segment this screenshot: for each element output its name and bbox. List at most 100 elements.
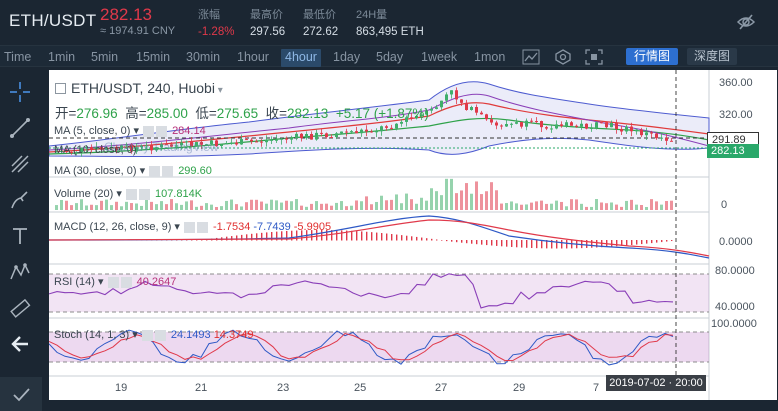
macd-hist-bar [626, 240, 628, 246]
stat-label: 涨幅 [198, 9, 220, 21]
eye-slash-icon[interactable] [736, 12, 756, 32]
crosshair-tool[interactable] [7, 79, 33, 105]
trendline-tool[interactable] [7, 115, 33, 141]
ma10-legend[interactable]: MA (10, close, 0) [54, 144, 137, 156]
volume-bar [290, 201, 293, 210]
macd-hist-bar [401, 235, 403, 241]
text-icon [13, 228, 27, 244]
tf-15min[interactable]: 15min [136, 50, 171, 64]
collapse-icon[interactable] [55, 83, 66, 94]
date-axis-label: 27 [435, 382, 448, 394]
rsi-legend[interactable]: RSI (14) ▾ 40.2647 [54, 276, 177, 288]
arrow-back-icon [11, 336, 28, 352]
ma5-legend[interactable]: MA (5, close, 0) ▾ 284.14 [54, 125, 206, 137]
macd-hist-bar [186, 240, 188, 241]
volume-bar [110, 205, 113, 210]
volume-bar [60, 199, 63, 210]
volume-bar [80, 199, 83, 210]
candle-body [170, 144, 173, 147]
tf-4hour[interactable]: 4hour [281, 49, 321, 67]
volume-bar [630, 199, 633, 210]
volume-bar [135, 203, 138, 210]
date-axis-label: 23 [277, 382, 290, 394]
brush-icon [11, 191, 28, 209]
quote-chart-button[interactable]: 行情图 [626, 48, 678, 65]
volume-legend[interactable]: Volume (20) ▾ 107.814K [54, 188, 203, 200]
volume-bar [165, 204, 168, 210]
candle-body [370, 131, 373, 133]
macd-legend[interactable]: MACD (12, 26, close, 9) ▾ -1.7534 -7.743… [54, 221, 332, 233]
tf-time[interactable]: Time [4, 50, 32, 64]
drawing-toolbar [0, 67, 42, 411]
ma30-legend[interactable]: MA (30, close, 0) ▾ 299.60 [54, 165, 212, 177]
volume-bar [530, 202, 533, 210]
tf-1week[interactable]: 1week [421, 50, 458, 64]
brush-tool[interactable] [7, 187, 33, 213]
candle-body [660, 137, 663, 139]
macd-hist-bar [316, 230, 318, 241]
volume-bar [180, 204, 183, 210]
tf-1min[interactable]: 1min [48, 50, 76, 64]
pattern-tool[interactable] [7, 259, 33, 285]
macd-hist-bar [621, 240, 623, 246]
crosshair-icon [10, 82, 30, 102]
volume-bar [55, 205, 58, 210]
candle-body [395, 123, 398, 129]
depth-chart-button[interactable]: 深度图 [687, 48, 737, 65]
chart-area[interactable]: ETH/USDT, 240, Huobi ▾ 开=276.96 高=285.00… [49, 70, 777, 400]
macd-hist-bar [466, 240, 468, 244]
volume-bar [500, 203, 503, 210]
candle-body [400, 121, 403, 124]
volume-bar [270, 199, 273, 210]
candle-body [350, 131, 353, 133]
back-tool[interactable] [7, 331, 33, 357]
candle-body [225, 143, 228, 145]
macd-hist-bar [656, 240, 658, 243]
volume-bar [485, 191, 488, 210]
stoch-axis-label: 100.0000 [711, 318, 757, 330]
macd-hist-bar [436, 239, 438, 241]
candle-body [260, 141, 263, 143]
volume-bar [400, 203, 403, 210]
text-tool[interactable] [7, 223, 33, 249]
candle-body [465, 102, 468, 110]
stoch-legend[interactable]: Stoch (14, 1, 3) ▾ 24.1493 14.3749 [54, 329, 254, 341]
candle-body [495, 122, 498, 126]
macd-hist-bar [636, 240, 638, 245]
ruler-tool[interactable] [7, 295, 33, 321]
chart-canvas[interactable] [49, 70, 777, 400]
indicators-icon[interactable] [554, 49, 572, 65]
candle-style-icon[interactable] [522, 49, 540, 65]
tf-1mon[interactable]: 1mon [474, 50, 506, 64]
candle-body [190, 141, 193, 147]
macd-hist-bar [171, 240, 173, 241]
candle-body [310, 134, 313, 140]
volume-bar [580, 203, 583, 210]
volume-bar [260, 201, 263, 210]
tf-30min[interactable]: 30min [186, 50, 221, 64]
volume-bar [150, 201, 153, 210]
volume-bar [445, 178, 448, 210]
pattern-icon [10, 263, 30, 280]
timeframe-toolbar: Time 1min 5min 15min 30min 1hour 4hour 1… [0, 45, 778, 67]
volume-bar [570, 199, 573, 210]
volume-bar [600, 202, 603, 210]
pitchfork-tool[interactable] [7, 151, 33, 177]
confirm-tool[interactable] [0, 377, 42, 411]
tf-1day[interactable]: 1day [333, 50, 361, 64]
candle-body [415, 115, 418, 119]
tf-5min[interactable]: 5min [91, 50, 119, 64]
macd-hist-bar [396, 234, 398, 241]
candle-body [455, 90, 458, 100]
tf-1hour[interactable]: 1hour [237, 50, 269, 64]
candle-body [70, 151, 73, 153]
volume-bar [190, 200, 193, 210]
fullscreen-icon[interactable] [585, 49, 603, 65]
rsi-line [49, 273, 674, 309]
tf-5day[interactable]: 5day [376, 50, 404, 64]
macd-hist-bar [386, 233, 388, 241]
stoch-d-line [49, 332, 674, 362]
candle-body [535, 121, 538, 123]
volume-bar [465, 183, 468, 210]
candle-body [630, 126, 633, 132]
